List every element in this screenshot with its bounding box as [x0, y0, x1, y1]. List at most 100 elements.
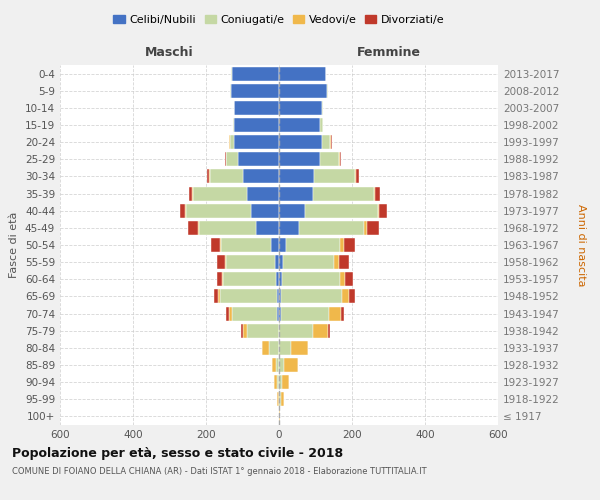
- Bar: [241, 324, 242, 338]
- Text: Femmine: Femmine: [356, 46, 421, 59]
- Bar: [328, 324, 330, 338]
- Bar: [346, 272, 353, 286]
- Bar: [214, 290, 218, 304]
- Bar: [364, 221, 367, 235]
- Bar: [269, 341, 279, 355]
- Bar: [235, 118, 279, 132]
- Bar: [221, 238, 271, 252]
- Bar: [232, 66, 279, 80]
- Bar: [229, 135, 230, 149]
- Bar: [342, 290, 349, 304]
- Bar: [334, 255, 339, 269]
- Bar: [340, 238, 344, 252]
- Bar: [218, 290, 220, 304]
- Bar: [279, 135, 322, 149]
- Bar: [275, 255, 279, 269]
- Bar: [274, 375, 277, 389]
- Bar: [279, 392, 281, 406]
- Bar: [290, 341, 308, 355]
- Bar: [276, 272, 279, 286]
- Bar: [344, 238, 355, 252]
- Bar: [340, 152, 341, 166]
- Bar: [256, 221, 279, 235]
- Bar: [243, 170, 279, 183]
- Bar: [220, 290, 277, 304]
- Bar: [279, 341, 290, 355]
- Bar: [279, 152, 320, 166]
- Bar: [277, 392, 279, 406]
- Bar: [198, 221, 199, 235]
- Bar: [229, 306, 232, 320]
- Bar: [262, 341, 269, 355]
- Bar: [279, 255, 283, 269]
- Text: Maschi: Maschi: [145, 46, 194, 59]
- Bar: [226, 306, 229, 320]
- Bar: [238, 152, 279, 166]
- Bar: [279, 204, 305, 218]
- Bar: [235, 135, 279, 149]
- Bar: [349, 290, 355, 304]
- Bar: [279, 84, 327, 98]
- Bar: [242, 324, 247, 338]
- Bar: [282, 272, 340, 286]
- Bar: [339, 255, 349, 269]
- Bar: [320, 152, 339, 166]
- Bar: [276, 358, 279, 372]
- Bar: [329, 306, 341, 320]
- Bar: [279, 66, 326, 80]
- Bar: [234, 101, 235, 115]
- Bar: [339, 152, 340, 166]
- Bar: [272, 358, 276, 372]
- Bar: [217, 272, 222, 286]
- Bar: [232, 306, 277, 320]
- Bar: [279, 101, 322, 115]
- Bar: [185, 204, 251, 218]
- Bar: [279, 306, 281, 320]
- Bar: [211, 238, 220, 252]
- Bar: [374, 186, 376, 200]
- Bar: [320, 118, 323, 132]
- Bar: [235, 101, 279, 115]
- Text: Popolazione per età, sesso e stato civile - 2018: Popolazione per età, sesso e stato civil…: [12, 448, 343, 460]
- Bar: [341, 306, 344, 320]
- Bar: [356, 170, 359, 183]
- Bar: [279, 324, 313, 338]
- Bar: [199, 221, 256, 235]
- Bar: [284, 358, 298, 372]
- Bar: [277, 375, 279, 389]
- Bar: [314, 170, 355, 183]
- Legend: Celibi/Nubili, Coniugati/e, Vedovi/e, Divorziati/e: Celibi/Nubili, Coniugati/e, Vedovi/e, Di…: [113, 15, 445, 25]
- Bar: [331, 135, 332, 149]
- Bar: [286, 238, 340, 252]
- Bar: [279, 375, 282, 389]
- Bar: [279, 170, 314, 183]
- Bar: [271, 238, 279, 252]
- Bar: [277, 306, 279, 320]
- Bar: [279, 221, 299, 235]
- Bar: [222, 272, 223, 286]
- Bar: [299, 221, 364, 235]
- Bar: [247, 324, 279, 338]
- Bar: [313, 324, 328, 338]
- Bar: [377, 204, 379, 218]
- Bar: [224, 152, 226, 166]
- Bar: [327, 84, 328, 98]
- Bar: [230, 84, 231, 98]
- Bar: [231, 66, 232, 80]
- Bar: [188, 221, 198, 235]
- Bar: [279, 186, 313, 200]
- Bar: [279, 410, 280, 424]
- Bar: [281, 306, 329, 320]
- Bar: [322, 101, 323, 115]
- Bar: [277, 290, 279, 304]
- Bar: [192, 186, 193, 200]
- Bar: [181, 204, 185, 218]
- Bar: [189, 186, 192, 200]
- Bar: [281, 290, 342, 304]
- Bar: [230, 135, 235, 149]
- Bar: [251, 204, 279, 218]
- Bar: [283, 255, 334, 269]
- Bar: [340, 272, 346, 286]
- Bar: [207, 170, 209, 183]
- Bar: [279, 272, 282, 286]
